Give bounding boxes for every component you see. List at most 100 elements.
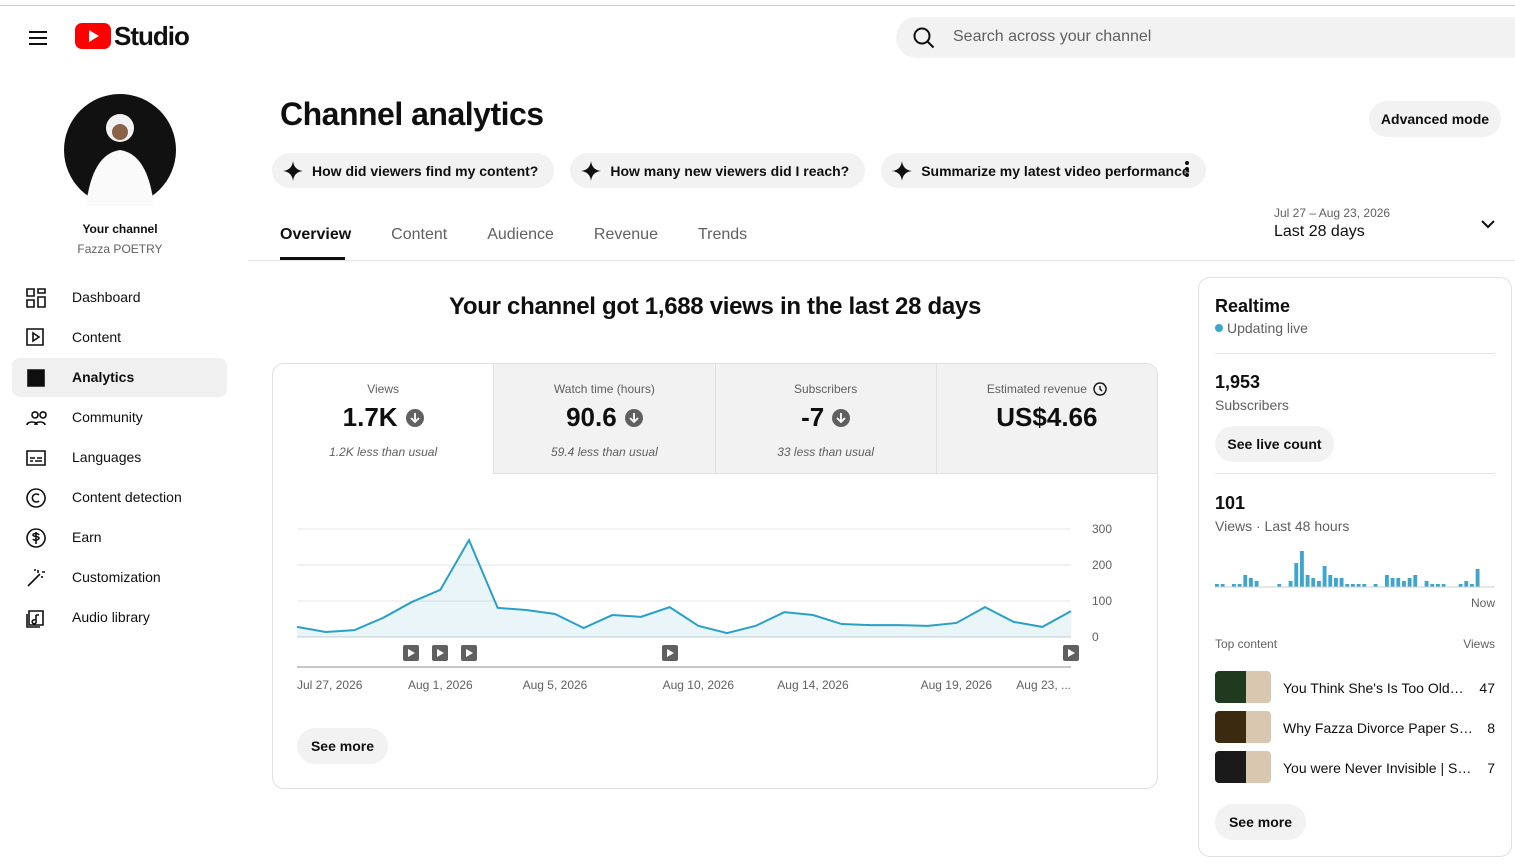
nav-item[interactable]: Dashboard	[12, 278, 227, 317]
live-count-button[interactable]: See live count	[1215, 426, 1334, 462]
y-tick-label: 0	[1092, 630, 1099, 644]
icon-shape	[26, 488, 46, 508]
bar	[1232, 584, 1236, 587]
metric-value: -7	[716, 402, 936, 433]
bar	[1237, 584, 1242, 587]
nav-icon	[27, 569, 45, 587]
tab[interactable]: Content	[391, 226, 448, 243]
period-chevron[interactable]	[1479, 218, 1497, 232]
metric-tile[interactable]: Estimated revenue US$4.66	[935, 364, 1157, 474]
live-dot	[1215, 324, 1223, 332]
metrics-card: Views 1.7K 1.2K less than usual Watch time …	[272, 363, 1158, 789]
metric-note: 33 less than usual	[777, 445, 874, 459]
top-content-item[interactable]: Why Fazza Divorce Paper S… 8	[1215, 711, 1495, 743]
prompt-chip[interactable]: How many new viewers did I reach?	[570, 153, 866, 188]
metric-value-text: 1.7K	[342, 402, 398, 432]
more-button[interactable]	[1180, 159, 1194, 181]
menu-button[interactable]	[26, 28, 50, 48]
top-border	[0, 5, 1515, 6]
metric-tile[interactable]: Views 1.7K 1.2K less than usual	[273, 364, 493, 474]
bar	[1396, 578, 1401, 587]
x-tick-label: Aug 19, 2026	[921, 678, 993, 692]
headline: Your channel got 1,688 views in the last…	[448, 293, 982, 320]
tab[interactable]: Audience	[487, 226, 554, 243]
bar	[1345, 584, 1350, 587]
metric-label: Watch time (hours)	[494, 382, 714, 396]
metric-label-text: Subscribers	[793, 382, 858, 396]
bar	[1424, 581, 1429, 587]
y-tick-label: 100	[1092, 594, 1112, 608]
divider	[1215, 353, 1495, 354]
thumbnail	[1215, 671, 1271, 703]
bar	[1407, 578, 1412, 587]
video-title: You were Never Invisible | S…	[1283, 760, 1472, 776]
metric-value-text: US$4.66	[996, 402, 1098, 432]
video-views: 8	[1487, 720, 1495, 736]
nav-label: Languages	[72, 449, 142, 465]
metric-tile[interactable]: Subscribers -7 33 less than usual	[714, 364, 936, 474]
bar	[1464, 581, 1469, 587]
prompt-chip[interactable]: Summarize my latest video performance	[881, 153, 1206, 188]
nav-item[interactable]: Content detection	[12, 478, 227, 517]
clock	[1093, 382, 1107, 396]
bar	[1390, 578, 1395, 587]
metric-value: 90.6	[494, 402, 714, 433]
video-title: Why Fazza Divorce Paper S…	[1283, 720, 1473, 736]
icon-shape	[26, 411, 47, 426]
period[interactable]: Last 28 days	[1274, 223, 1365, 240]
top-content-item[interactable]: You were Never Invisible | S… 7	[1215, 751, 1495, 783]
tab-row: Overview Content Audience Revenue Trends	[280, 226, 747, 244]
avatar[interactable]	[64, 94, 176, 206]
prompt-text: Summarize my latest video performance	[921, 162, 1190, 179]
thumbnail	[1215, 711, 1271, 743]
see-more-button[interactable]: See more	[297, 728, 388, 764]
down-icon	[405, 408, 424, 427]
metric-label-text: Estimated revenue	[986, 382, 1087, 396]
bar	[1334, 578, 1338, 587]
prompt-chip[interactable]: How did viewers find my content?	[272, 153, 555, 188]
nav-item[interactable]: Audio library	[12, 598, 227, 637]
channel-label: Your channel	[82, 222, 158, 236]
tab[interactable]: Revenue	[593, 226, 658, 243]
video-views: 47	[1479, 680, 1495, 696]
search-box[interactable]: Search across your channel	[896, 17, 1515, 58]
bar	[1436, 584, 1440, 587]
metric-label: Subscribers	[716, 382, 936, 396]
nav-label: Earn	[72, 529, 102, 545]
nav-label: Dashboard	[72, 289, 141, 305]
search-placeholder: Search across your channel	[953, 28, 1152, 45]
x-tick-label: Aug 1, 2026	[408, 678, 473, 692]
nav-item[interactable]: Languages	[12, 438, 227, 477]
bar	[1385, 575, 1389, 587]
x-tick-label: Aug 14, 2026	[777, 678, 849, 692]
nav-icon	[26, 411, 47, 426]
video-markers	[403, 645, 1079, 661]
clock-icon	[1093, 382, 1107, 396]
bar	[1441, 584, 1446, 587]
nav-icon	[26, 488, 46, 508]
nav-item[interactable]: Earn	[12, 518, 227, 557]
bar	[1328, 575, 1333, 587]
bar	[1277, 584, 1282, 587]
icon-arrow	[836, 412, 846, 423]
see-more-button[interactable]: See more	[1215, 804, 1306, 840]
metric-note: 59.4 less than usual	[551, 445, 658, 459]
bar	[1339, 578, 1344, 587]
tab[interactable]: Overview	[280, 226, 352, 243]
nav-item[interactable]: Customization	[12, 558, 227, 597]
date-range: Jul 27 – Aug 23, 2026	[1274, 206, 1391, 220]
tab[interactable]: Trends	[697, 226, 748, 243]
bar	[1356, 584, 1361, 587]
prompt-text: How many new viewers did I reach?	[610, 162, 850, 179]
nav-item[interactable]: Analytics	[12, 358, 227, 397]
metric-label-text: Views	[367, 382, 400, 396]
advanced-mode-button[interactable]: Advanced mode	[1369, 101, 1501, 137]
nav-item[interactable]: Community	[12, 398, 227, 437]
metric-value: US$4.66	[937, 402, 1157, 433]
top-content-item[interactable]: You Think She's Is Too Old… 47	[1215, 671, 1495, 703]
metric-tile[interactable]: Watch time (hours) 90.6 59.4 less than usu…	[493, 364, 715, 474]
y-tick-label: 300	[1092, 522, 1112, 536]
metric-value-text: -7	[801, 402, 825, 432]
top-content-label: Top content	[1215, 637, 1278, 651]
nav-item[interactable]: Content	[12, 318, 227, 357]
